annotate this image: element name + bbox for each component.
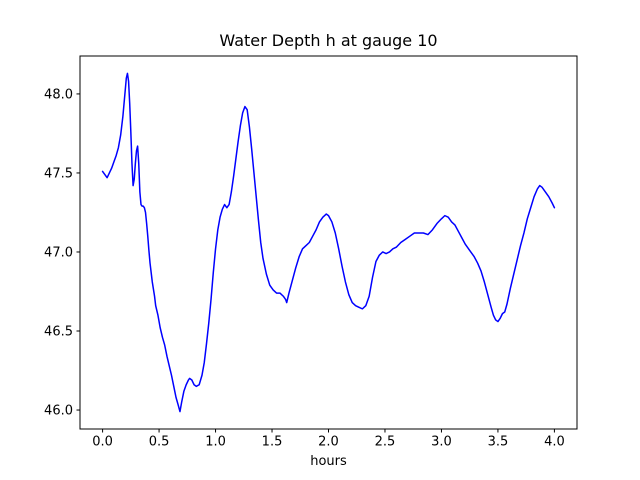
y-axis: 46.0 46.5 47.0 47.5 48.0: [44, 87, 80, 419]
water-depth-line: [101, 72, 556, 413]
x-axis: 0.0 0.5 1.0 1.5 2.0 2.5 3.0 3.5 4.0: [92, 429, 565, 450]
x-tick-label: 1.0: [205, 435, 226, 450]
chart-title: Water Depth h at gauge 10: [219, 31, 437, 50]
y-tick-label: 47.5: [44, 166, 73, 181]
y-tick-label: 48.0: [44, 87, 73, 102]
x-tick-label: 2.5: [375, 435, 396, 450]
x-tick-label: 1.5: [262, 435, 283, 450]
x-axis-label: hours: [310, 454, 347, 469]
x-tick-label: 0.0: [92, 435, 113, 450]
x-tick-label: 3.0: [431, 435, 452, 450]
x-tick-label: 0.5: [149, 435, 170, 450]
y-tick-label: 47.0: [44, 245, 73, 260]
y-tick-label: 46.5: [44, 325, 73, 340]
x-tick-label: 2.0: [318, 435, 339, 450]
plot-area: [80, 56, 577, 429]
y-tick-label: 46.0: [44, 404, 73, 419]
x-tick-label: 3.5: [488, 435, 509, 450]
x-tick-label: 4.0: [544, 435, 565, 450]
